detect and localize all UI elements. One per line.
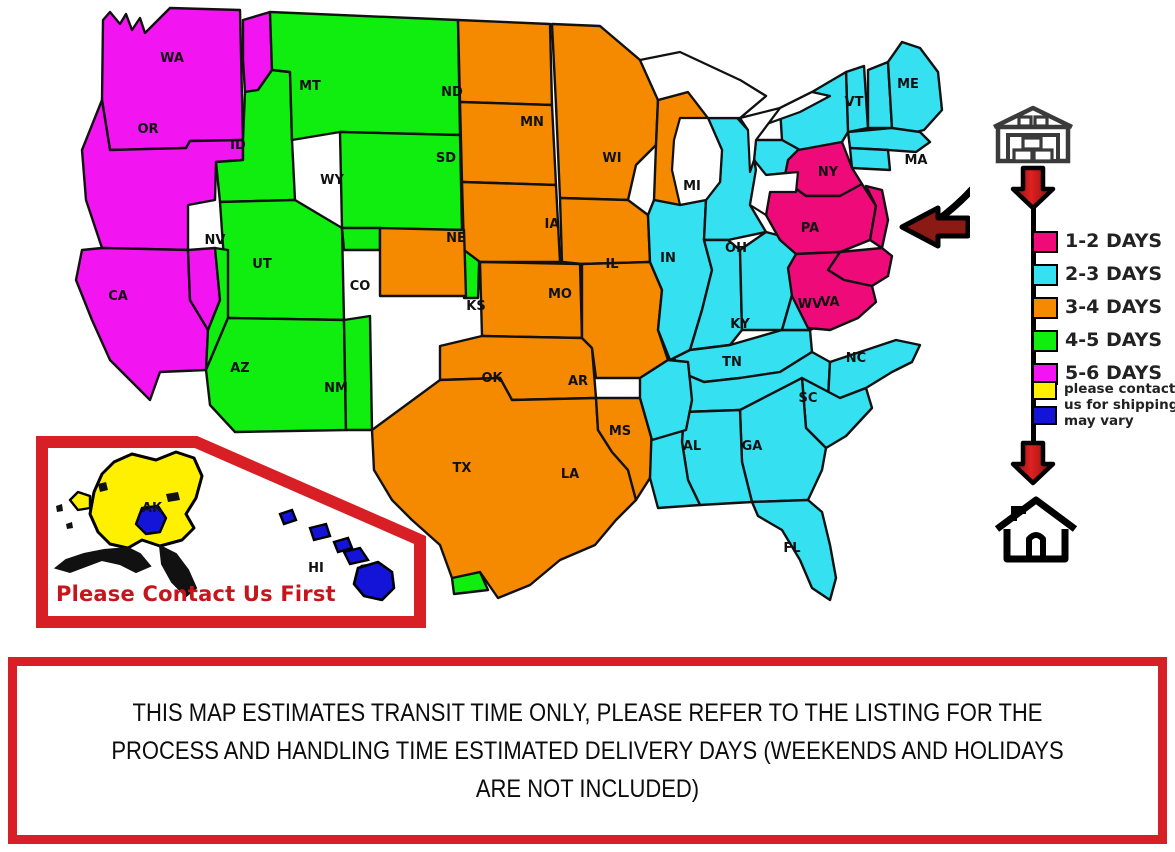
state-WA bbox=[100, 6, 245, 152]
state-AZ bbox=[204, 316, 348, 434]
legend-note-line-1: please contact bbox=[1064, 381, 1175, 397]
state-IA bbox=[558, 196, 652, 266]
label-CO: CO bbox=[350, 279, 371, 294]
red-arrow-down-icon-top bbox=[1010, 165, 1056, 211]
legend-label-2-3-days: 2-3 DAYS bbox=[1065, 263, 1163, 285]
legend-item-5-6-days: 5-6 DAYS bbox=[1032, 360, 1175, 387]
state-TX bbox=[370, 376, 638, 600]
legend-item-2-3-days: 2-3 DAYS bbox=[1032, 261, 1175, 288]
state-CO-west bbox=[340, 226, 382, 252]
home-icon bbox=[994, 496, 1078, 563]
state-ME bbox=[886, 40, 944, 138]
state-MT bbox=[268, 10, 462, 142]
warehouse-icon bbox=[993, 105, 1073, 164]
legend-item-3-4-days: 3-4 DAYS bbox=[1032, 294, 1175, 321]
state-NC bbox=[826, 338, 922, 402]
state-VT bbox=[844, 64, 870, 134]
legend-item-4-5-days: 4-5 DAYS bbox=[1032, 327, 1175, 354]
lake-huron bbox=[738, 106, 782, 174]
legend-label-1-2-days: 1-2 DAYS bbox=[1065, 230, 1163, 252]
legend-swatch-4-5-days bbox=[1032, 329, 1058, 352]
state-CT-RI bbox=[848, 146, 892, 172]
legend-item-1-2-days: 1-2 DAYS bbox=[1032, 228, 1175, 255]
state-UT bbox=[218, 198, 346, 322]
legend-label-4-5-days: 4-5 DAYS bbox=[1065, 329, 1163, 351]
legend-note: please contact us for shipping may vary bbox=[1064, 381, 1175, 430]
state-AR bbox=[638, 358, 694, 442]
legend-swatch-contact-us bbox=[1032, 381, 1057, 400]
legend-note-swatches bbox=[1032, 381, 1064, 431]
red-arrow-down-icon-bottom bbox=[1010, 440, 1056, 486]
state-NM bbox=[342, 314, 374, 432]
disclaimer-box: THIS MAP ESTIMATES TRANSIT TIME ONLY, PL… bbox=[8, 657, 1167, 844]
map-area: WA OR CA NV ID MT WY UT AZ NM CO ND SD N… bbox=[36, 6, 1175, 628]
state-OR bbox=[80, 98, 245, 252]
legend-swatch-2-3-days bbox=[1032, 263, 1058, 286]
legend-swatch-1-2-days bbox=[1032, 230, 1058, 253]
shipping-route-icons bbox=[965, 95, 1175, 595]
state-WY bbox=[338, 130, 464, 232]
disclaimer-text: THIS MAP ESTIMATES TRANSIT TIME ONLY, PL… bbox=[111, 698, 1064, 803]
state-FL bbox=[750, 498, 838, 602]
alaska-shape bbox=[53, 450, 204, 598]
label-MA: MA bbox=[905, 153, 928, 168]
state-MN bbox=[550, 22, 660, 202]
inset-caption: Please Contact Us First bbox=[56, 582, 336, 606]
route-vertical-line bbox=[1031, 207, 1036, 447]
hawaii-shape bbox=[278, 508, 396, 602]
state-ND bbox=[456, 18, 554, 107]
lake-michigan bbox=[670, 116, 724, 207]
state-VA bbox=[786, 250, 878, 332]
state-CO bbox=[378, 226, 468, 298]
legend-swatch-3-4-days bbox=[1032, 296, 1058, 319]
legend-label-5-6-days: 5-6 DAYS bbox=[1065, 362, 1163, 384]
state-CA bbox=[74, 246, 210, 402]
state-SD bbox=[458, 100, 558, 187]
red-arrow-left-icon bbox=[899, 205, 970, 249]
state-NE bbox=[460, 180, 562, 264]
legend-note-line-3: may vary bbox=[1064, 412, 1134, 429]
curved-route-line bbox=[931, 186, 970, 226]
state-MO bbox=[580, 260, 670, 380]
state-KS bbox=[478, 260, 584, 340]
legend-swatch-may-vary bbox=[1032, 406, 1057, 425]
legend-note-line-2: us for shipping bbox=[1064, 396, 1175, 413]
legend: 1-2 DAYS 2-3 DAYS 3-4 DAYS 4-5 DAYS 5-6 … bbox=[1032, 228, 1175, 393]
legend-label-3-4-days: 3-4 DAYS bbox=[1065, 296, 1163, 318]
